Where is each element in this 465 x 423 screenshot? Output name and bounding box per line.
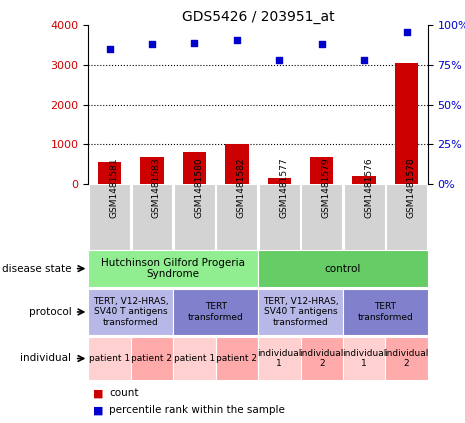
Bar — [352, 176, 376, 184]
Text: TERT, V12-HRAS,
SV40 T antigens
transformed: TERT, V12-HRAS, SV40 T antigens transfor… — [93, 297, 169, 327]
Point — [148, 41, 156, 48]
Point — [233, 36, 240, 43]
Point — [403, 28, 410, 35]
Bar — [310, 157, 333, 184]
Bar — [385, 337, 428, 380]
Text: count: count — [109, 388, 139, 398]
Text: GSM1481582: GSM1481582 — [237, 157, 246, 217]
Point — [106, 46, 113, 52]
Text: patient 1: patient 1 — [89, 354, 130, 363]
Bar — [89, 184, 130, 250]
Bar — [216, 337, 258, 380]
Text: patient 1: patient 1 — [174, 354, 215, 363]
Bar — [140, 157, 164, 184]
Text: individual
2: individual 2 — [385, 349, 429, 368]
Bar — [225, 144, 248, 184]
Point — [191, 39, 198, 46]
Bar — [300, 337, 343, 380]
Text: control: control — [325, 264, 361, 274]
Bar — [343, 288, 428, 335]
Text: GSM1481579: GSM1481579 — [322, 157, 331, 217]
Text: GSM1481576: GSM1481576 — [364, 157, 373, 217]
Point — [360, 57, 368, 64]
Text: GSM1481581: GSM1481581 — [110, 157, 119, 217]
Bar — [88, 250, 258, 287]
Text: GSM1481583: GSM1481583 — [152, 157, 161, 217]
Text: individual
1: individual 1 — [342, 349, 386, 368]
Point — [276, 57, 283, 64]
Bar — [174, 184, 215, 250]
Text: TERT, V12-HRAS,
SV40 T antigens
transformed: TERT, V12-HRAS, SV40 T antigens transfor… — [263, 297, 339, 327]
Bar — [258, 337, 300, 380]
Text: percentile rank within the sample: percentile rank within the sample — [109, 405, 285, 415]
Text: patient 2: patient 2 — [216, 354, 257, 363]
Bar — [301, 184, 342, 250]
Bar — [88, 337, 131, 380]
Bar — [88, 288, 173, 335]
Text: ■: ■ — [93, 405, 104, 415]
Text: ■: ■ — [93, 388, 104, 398]
Text: TERT
transformed: TERT transformed — [358, 302, 413, 321]
Bar — [386, 184, 427, 250]
Text: GSM1481577: GSM1481577 — [279, 157, 288, 217]
Text: disease state: disease state — [2, 264, 71, 274]
Bar — [217, 184, 257, 250]
Bar — [259, 184, 299, 250]
Bar — [395, 63, 418, 184]
Bar — [183, 152, 206, 184]
Text: GSM1481578: GSM1481578 — [406, 157, 416, 217]
Text: patient 2: patient 2 — [132, 354, 173, 363]
Bar — [344, 184, 385, 250]
Bar — [98, 162, 121, 184]
Point — [318, 41, 325, 48]
Bar — [343, 337, 385, 380]
Bar — [173, 288, 258, 335]
Bar — [131, 337, 173, 380]
Text: protocol: protocol — [29, 307, 71, 317]
Bar — [173, 337, 216, 380]
Title: GDS5426 / 203951_at: GDS5426 / 203951_at — [182, 10, 334, 25]
Text: individual: individual — [20, 354, 71, 363]
Text: individual
2: individual 2 — [299, 349, 344, 368]
Bar — [258, 250, 428, 287]
Text: Hutchinson Gilford Progeria
Syndrome: Hutchinson Gilford Progeria Syndrome — [101, 258, 245, 280]
Text: individual
1: individual 1 — [257, 349, 301, 368]
Text: GSM1481580: GSM1481580 — [194, 157, 203, 217]
Text: TERT
transformed: TERT transformed — [188, 302, 244, 321]
Bar — [258, 288, 343, 335]
Bar — [268, 178, 291, 184]
Bar — [132, 184, 173, 250]
